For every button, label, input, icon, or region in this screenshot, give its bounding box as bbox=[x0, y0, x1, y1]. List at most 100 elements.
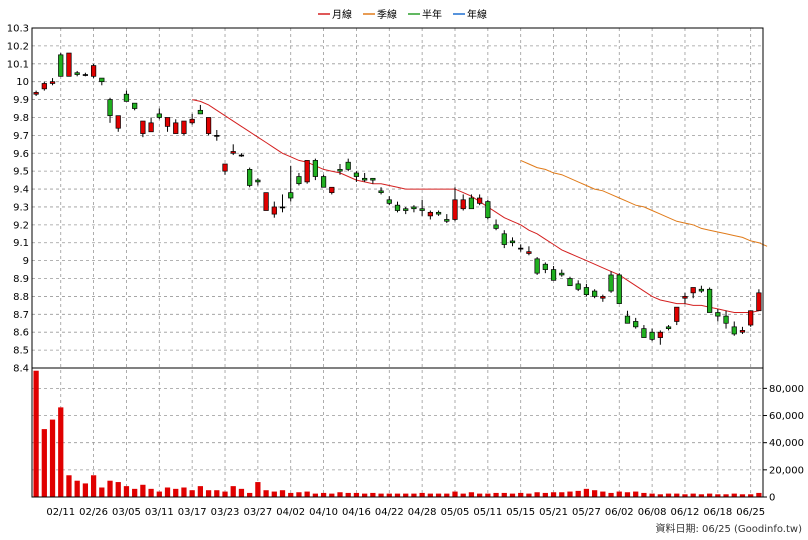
price-tick-label: 9.8 bbox=[13, 113, 29, 124]
candle bbox=[123, 90, 130, 102]
ma-quarter-line bbox=[520, 159, 768, 247]
candle-body bbox=[115, 115, 121, 129]
candlesticks bbox=[33, 52, 762, 345]
candle-body bbox=[222, 163, 228, 172]
price-tick-label: 9.9 bbox=[13, 95, 29, 106]
volume-bar bbox=[501, 492, 507, 497]
volume-bar bbox=[214, 490, 220, 497]
candle-body bbox=[304, 160, 310, 183]
volume-bar bbox=[41, 429, 47, 497]
price-tick-label: 9.5 bbox=[13, 167, 29, 178]
candle bbox=[214, 130, 220, 141]
volume-bar bbox=[682, 494, 688, 497]
candle-body bbox=[731, 326, 737, 335]
ma-month-line bbox=[192, 99, 760, 313]
volume-bar bbox=[173, 488, 179, 497]
volume-bar bbox=[156, 491, 162, 497]
date-tick-label: 06/02 bbox=[605, 507, 634, 518]
candle-body bbox=[608, 274, 614, 292]
volume-bar bbox=[591, 490, 598, 497]
candle-body bbox=[148, 122, 154, 133]
candle bbox=[633, 317, 639, 329]
volume-bar bbox=[99, 487, 105, 497]
candle bbox=[296, 172, 302, 186]
date-tick-label: 06/18 bbox=[703, 507, 732, 518]
candle-body bbox=[419, 208, 425, 211]
candle-body bbox=[649, 331, 655, 340]
legend-month-label: 月線 bbox=[332, 8, 352, 21]
volume-bar bbox=[485, 493, 491, 497]
candle-body bbox=[255, 179, 261, 183]
candle bbox=[435, 210, 442, 216]
volume-bar bbox=[624, 492, 631, 497]
candle bbox=[509, 237, 516, 247]
candle-body bbox=[435, 211, 442, 215]
volume-bar bbox=[370, 492, 376, 497]
candle bbox=[665, 325, 672, 331]
volume-bar bbox=[641, 492, 647, 497]
grid bbox=[32, 27, 763, 498]
candle bbox=[468, 194, 475, 210]
candle-body bbox=[214, 135, 220, 137]
date-tick-label: 06/25 bbox=[736, 507, 765, 518]
candle-body bbox=[756, 292, 762, 312]
volume-bar bbox=[616, 491, 622, 497]
price-tick-label: 10 bbox=[16, 77, 29, 88]
date-tick-label: 05/27 bbox=[572, 507, 601, 518]
candle bbox=[329, 186, 335, 195]
volume-bar bbox=[132, 488, 138, 497]
legend-quarter-label: 季線 bbox=[377, 8, 397, 21]
volume-bar bbox=[493, 492, 499, 497]
volume-tick-label: 60,000 bbox=[769, 411, 804, 422]
date-tick-label: 03/11 bbox=[145, 507, 174, 518]
date-tick-label: 05/11 bbox=[473, 507, 502, 518]
candle-body bbox=[90, 65, 97, 77]
candle-body bbox=[370, 177, 376, 181]
candle bbox=[337, 164, 343, 175]
volume-bar bbox=[723, 494, 729, 497]
candle bbox=[698, 285, 705, 293]
candle-body bbox=[485, 201, 491, 219]
volume-bar bbox=[255, 482, 261, 497]
volume-bar bbox=[140, 484, 146, 497]
price-tick-label: 8.4 bbox=[13, 364, 29, 375]
candle bbox=[715, 308, 721, 322]
candle-body bbox=[509, 240, 516, 244]
candle bbox=[255, 178, 261, 186]
price-tick-label: 9 bbox=[23, 256, 29, 267]
date-tick-label: 03/17 bbox=[178, 507, 207, 518]
candle-body bbox=[592, 290, 598, 297]
candle-body bbox=[247, 169, 253, 186]
volume-bar bbox=[205, 490, 212, 497]
volume-bar bbox=[197, 486, 204, 497]
volume-bar bbox=[329, 493, 335, 497]
volume-bar bbox=[559, 492, 565, 497]
volume-bar bbox=[411, 493, 417, 497]
candle-body bbox=[41, 83, 47, 90]
candle-body bbox=[320, 176, 327, 188]
candle-body bbox=[312, 160, 318, 177]
candle bbox=[320, 174, 327, 188]
candle-body bbox=[74, 72, 80, 75]
volume-bar bbox=[247, 492, 253, 497]
date-tick-label: 04/02 bbox=[276, 507, 305, 518]
price-tick-label: 10.3 bbox=[7, 24, 29, 35]
volume-bar bbox=[58, 407, 64, 497]
candle bbox=[493, 219, 499, 231]
volume-tick-label: 0 bbox=[769, 493, 775, 504]
candle-body bbox=[82, 74, 88, 76]
candle bbox=[205, 117, 212, 136]
candle bbox=[370, 177, 376, 184]
candle bbox=[49, 78, 56, 86]
volume-bar bbox=[756, 492, 762, 497]
candle bbox=[452, 187, 458, 222]
volume-bar bbox=[542, 492, 548, 497]
volume-bar bbox=[378, 493, 384, 497]
date-tick-label: 02/26 bbox=[79, 507, 108, 518]
date-tick-label: 05/15 bbox=[506, 507, 535, 518]
candle-body bbox=[230, 151, 236, 154]
candle bbox=[575, 280, 581, 292]
candle-body bbox=[665, 326, 672, 329]
volume-bar bbox=[386, 493, 392, 497]
candle bbox=[82, 72, 88, 77]
